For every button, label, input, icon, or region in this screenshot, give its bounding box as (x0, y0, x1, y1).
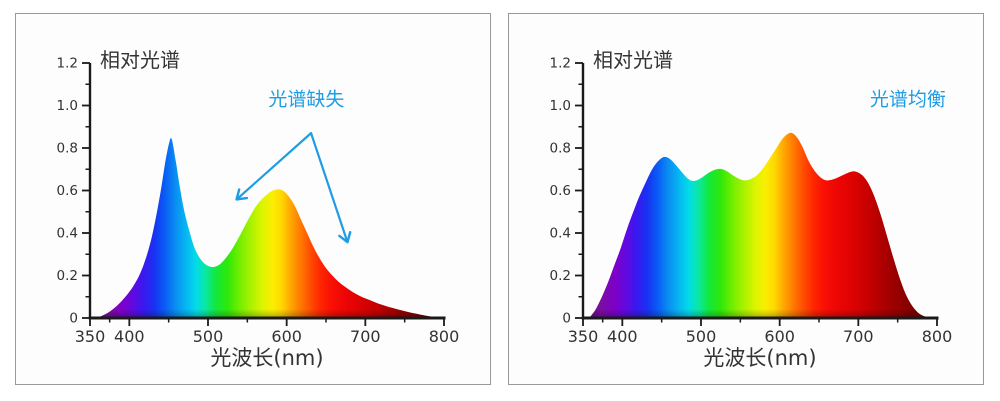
x-tick-label: 400 (114, 327, 145, 346)
x-tick-label: 600 (764, 327, 795, 346)
spectrum-chart: 0 0.2 0.4 0.6 0.8 1.0 1.2 350 400 500 600 700 800 相对光… (550, 48, 953, 370)
annotation-label: 光谱均衡 (870, 89, 946, 111)
x-tick-label: 500 (193, 327, 224, 346)
y-tick-label: 0.4 (550, 226, 571, 242)
chart-title: 相对光谱 (593, 48, 673, 72)
spectrum-chart: 0 0.2 0.4 0.6 0.8 1.0 1.2 350 400 500 600 700 800 相对光… (57, 48, 460, 370)
y-tick-label: 0.8 (550, 141, 571, 157)
annotation-label: 光谱缺失 (268, 89, 344, 111)
x-axis-label: 光波长(nm) (703, 346, 816, 370)
annotation-arrow (309, 132, 352, 244)
y-tick-label: 1.2 (57, 56, 78, 72)
y-tick-label: 0.2 (550, 268, 571, 284)
spectrum-area (95, 137, 443, 318)
x-tick-label: 800 (429, 327, 460, 346)
y-tick-label: 0 (69, 311, 78, 327)
y-tick-label: 1.0 (57, 98, 78, 114)
x-tick-label: 350 (75, 327, 106, 346)
x-tick-label: 400 (607, 327, 638, 346)
baseline-shadow (589, 309, 931, 318)
chart-panel-right: 0 0.2 0.4 0.6 0.8 1.0 1.2 350 400 500 600 700 800 相对光… (508, 13, 984, 385)
x-tick-label: 700 (843, 327, 874, 346)
y-tick-label: 0.6 (550, 183, 571, 199)
y-tick-label: 0.6 (57, 183, 78, 199)
x-tick-label: 600 (271, 327, 302, 346)
x-tick-label: 800 (922, 327, 953, 346)
chart-title: 相对光谱 (100, 48, 180, 72)
x-tick-label: 700 (350, 327, 381, 346)
x-axis-label: 光波长(nm) (210, 346, 323, 370)
y-tick-label: 0.8 (57, 141, 78, 157)
y-tick-label: 1.2 (550, 56, 571, 72)
y-tick-label: 1.0 (550, 98, 571, 114)
y-tick-label: 0.4 (57, 226, 78, 242)
chart-panel-left: 0 0.2 0.4 0.6 0.8 1.0 1.2 350 400 500 600 700 800 相对光… (15, 13, 491, 385)
baseline-shadow (95, 309, 443, 318)
spectrum-area (589, 132, 931, 318)
x-tick-label: 350 (568, 327, 599, 346)
y-tick-label: 0 (562, 311, 571, 327)
annotation-arrow (235, 132, 313, 201)
x-tick-label: 500 (686, 327, 717, 346)
y-tick-label: 0.2 (57, 268, 78, 284)
